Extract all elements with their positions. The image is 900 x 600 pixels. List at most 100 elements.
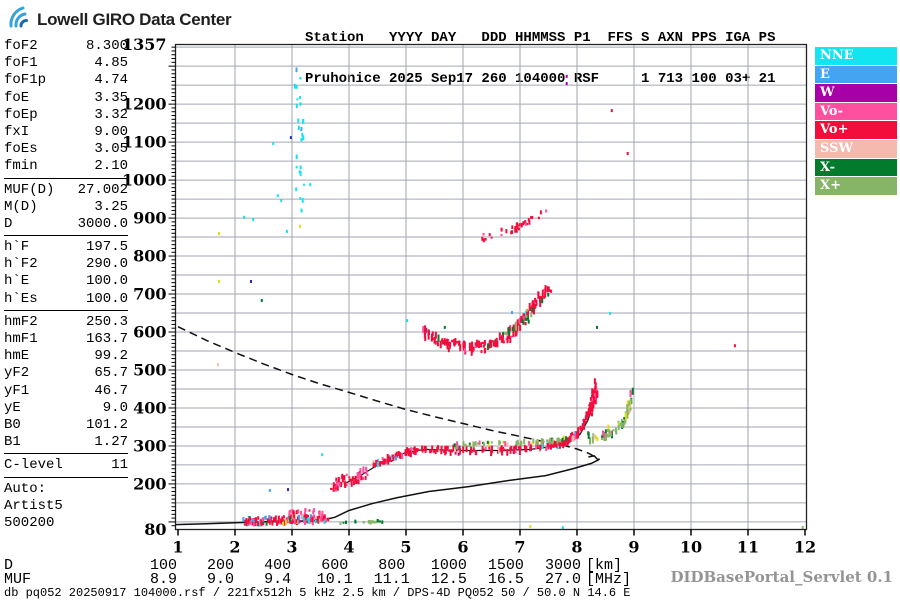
param-label: B1 <box>4 434 21 451</box>
legend-item-ssw[interactable]: SSW <box>815 139 897 158</box>
dmuf-d-row-value: 1000 <box>430 557 467 574</box>
param-value: 65.7 <box>94 365 128 382</box>
x-axis-label: 4 <box>343 538 354 557</box>
param-value: 9.00 <box>94 123 128 140</box>
dmuf-d-row-value: 400 <box>264 557 292 574</box>
param-value: 100.0 <box>85 273 128 290</box>
param-value: 3000.0 <box>77 215 128 232</box>
param-mufd: MUF(D) 27.002 <box>4 182 128 199</box>
param-label: foE <box>4 89 30 106</box>
station-header: Station YYYY DAY DDD HHMMSS P1 FFS S AXN… <box>305 5 775 100</box>
param-foep: foEp 3.32 <box>4 107 128 124</box>
plot-border <box>174 43 808 531</box>
param-md: M(D) 3.25 <box>4 199 128 216</box>
param-value: 8.300 <box>85 38 128 54</box>
param-value: 27.002 <box>77 181 128 198</box>
dmuf-d-row-value: 3000 <box>544 557 581 574</box>
y-axis-label: 1100 <box>122 133 167 152</box>
dmuf-d-row-unit: [km] <box>586 557 623 574</box>
param-value: 11 <box>111 457 128 474</box>
y-axis-label: 800 <box>133 247 166 266</box>
param-value: 3.32 <box>94 106 128 123</box>
y-axis-label: 700 <box>133 285 166 304</box>
y-axis-label: 900 <box>133 209 166 228</box>
legend-item-x[interactable]: X- <box>815 158 897 177</box>
dmuf-muf-row-value: 8.9 <box>149 571 177 588</box>
dmuf-d-row-value: 1500 <box>487 557 524 574</box>
parameter-group: h`F 197.5 h`F2 290.0 h`E 100.0 h`Es 100.0 <box>4 239 128 311</box>
param-yf2: yF2 65.7 <box>4 365 128 382</box>
param-value: 2.10 <box>94 158 128 175</box>
param-hmf2: hmF2 250.3 <box>4 314 128 331</box>
param-label: h`F2 <box>4 256 38 273</box>
legend-item-vo[interactable]: Vo- <box>815 102 897 121</box>
param-label: hmF1 <box>4 331 38 347</box>
y-axis-label: 500 <box>133 360 166 379</box>
plot-area[interactable] <box>176 45 807 530</box>
param-fof1: foF1 4.85 <box>4 55 128 72</box>
param-label: fxI <box>4 123 30 140</box>
x-axis-label: 12 <box>794 538 816 557</box>
dmuf-muf-row-value: 10.1 <box>316 571 353 588</box>
param-auto: Auto: <box>4 481 128 498</box>
param-500200: 500200 <box>4 515 128 532</box>
y-axis-label: 600 <box>133 323 166 342</box>
param-label: D <box>4 215 13 232</box>
param-label: foEp <box>4 106 38 123</box>
giro-logo-icon <box>8 5 34 34</box>
param-label: Artist5 <box>4 497 63 514</box>
ionogram-traces <box>175 67 804 530</box>
dmuf-muf-row-value: 12.5 <box>430 571 467 588</box>
giro-logo[interactable]: Lowell GIRO Data Center <box>8 5 232 34</box>
db-status-line: db pq052 20250917 104000.rsf / 221fx512h… <box>4 586 631 600</box>
param-label: h`E <box>4 273 30 290</box>
legend-item-vo[interactable]: Vo+ <box>815 121 897 139</box>
legend-item-nne[interactable]: NNE <box>815 47 897 65</box>
param-value: 4.74 <box>94 72 128 89</box>
legend-item-e[interactable]: E <box>815 65 897 84</box>
param-clevel: C-level 11 <box>4 457 128 474</box>
parameter-panel: foF2 8.300 foF1 4.85 foF1p 4.74 foE 3.35 foEp 3.3… <box>4 38 128 537</box>
param-label: 500200 <box>4 514 55 531</box>
param-yf1: yF1 46.7 <box>4 383 128 400</box>
x-axis-label: 8 <box>571 538 582 557</box>
param-label: MUF(D) <box>4 181 55 198</box>
y-axis-label: 1000 <box>122 171 167 190</box>
legend-item-x[interactable]: X+ <box>815 177 897 195</box>
param-value: 99.2 <box>94 348 128 365</box>
param-ye: yE 9.0 <box>4 400 128 417</box>
param-hme: hmE 99.2 <box>4 348 128 365</box>
y-axis-label: 80 <box>144 520 166 539</box>
x-axis-label: 3 <box>286 538 297 557</box>
legend-item-w[interactable]: W <box>815 84 897 102</box>
parameter-group: foF2 8.300 foF1 4.85 foF1p 4.74 foE 3.35 foEp 3.3… <box>4 38 128 179</box>
param-label: foF1p <box>4 72 47 89</box>
param-fof2: foF2 8.300 <box>4 38 128 55</box>
axis-labels: 1357120011001000900800700600500400300200… <box>122 35 816 557</box>
param-value: 3.25 <box>94 198 128 215</box>
x-axis-label: 1 <box>172 538 183 557</box>
param-label: hmF2 <box>4 313 38 330</box>
axes <box>168 43 808 536</box>
dmuf-muf-row-label: MUF <box>4 571 32 588</box>
param-label: yE <box>4 399 21 416</box>
parameter-group: C-level 11 <box>4 457 128 478</box>
param-value: 100.0 <box>85 290 128 307</box>
param-value: 4.85 <box>94 55 128 72</box>
y-axis-label: 200 <box>133 474 166 493</box>
x-axis-label: 6 <box>457 538 468 557</box>
y-axis-label: 1357 <box>122 35 167 54</box>
y-axis-label: 400 <box>133 398 166 417</box>
station-header-line2: Pruhonice 2025 Sep17 260 104000 RSF 1 71… <box>305 72 775 87</box>
param-hf2: h`F2 290.0 <box>4 256 128 273</box>
x-axis-label: 7 <box>514 538 525 557</box>
param-label: foF2 <box>4 38 38 54</box>
x-axis-label: 9 <box>628 538 639 557</box>
param-label: B0 <box>4 416 21 433</box>
param-foe: foE 3.35 <box>4 90 128 107</box>
param-value: 9.0 <box>102 399 128 416</box>
dmuf-d-row-value: 800 <box>378 557 406 574</box>
y-axis-label: 1200 <box>122 95 167 114</box>
dmuf-muf-row-value: 27.0 <box>544 571 581 588</box>
logo-title: Lowell GIRO Data Center <box>37 9 232 29</box>
